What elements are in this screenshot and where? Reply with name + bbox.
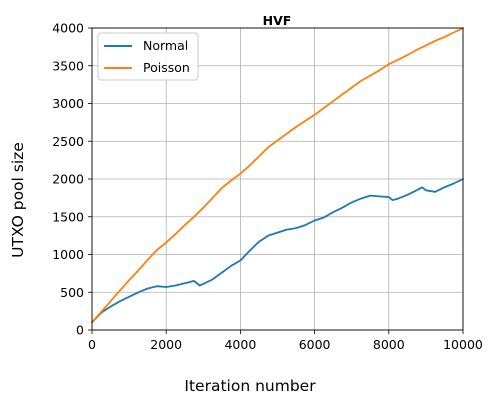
series-line-poisson xyxy=(91,27,464,324)
y-tick-label: 4000 xyxy=(52,21,84,36)
legend: Normal Poisson xyxy=(97,32,199,81)
y-tick-label: 3500 xyxy=(52,58,84,73)
x-axis-label: Iteration number xyxy=(184,377,316,395)
x-tick-label: 8000 xyxy=(373,337,405,352)
x-tick-label: 6000 xyxy=(299,337,331,352)
y-tick-label: 2000 xyxy=(52,172,84,187)
legend-label-poisson: Poisson xyxy=(143,60,190,75)
series-layer xyxy=(91,27,464,324)
series-line-normal xyxy=(91,178,464,324)
y-ticks: 0 500 1000 1500 2000 2500 3000 3500 4000 xyxy=(52,21,92,338)
x-ticks: 0 2000 4000 6000 8000 10000 xyxy=(88,330,483,352)
y-tick-label: 2500 xyxy=(52,134,84,149)
y-axis-label: UTXO pool size xyxy=(9,142,27,258)
x-tick-label: 4000 xyxy=(224,337,256,352)
x-tick-label: 10000 xyxy=(443,337,483,352)
legend-label-normal: Normal xyxy=(143,38,188,53)
y-tick-label: 3000 xyxy=(52,96,84,111)
y-tick-label: 500 xyxy=(60,285,84,300)
x-tick-label: 0 xyxy=(88,337,96,352)
chart-title: HVF xyxy=(263,13,292,28)
y-tick-label: 1000 xyxy=(52,247,84,262)
x-tick-label: 2000 xyxy=(150,337,182,352)
y-tick-label: 1500 xyxy=(52,209,84,224)
y-tick-label: 0 xyxy=(76,323,84,338)
